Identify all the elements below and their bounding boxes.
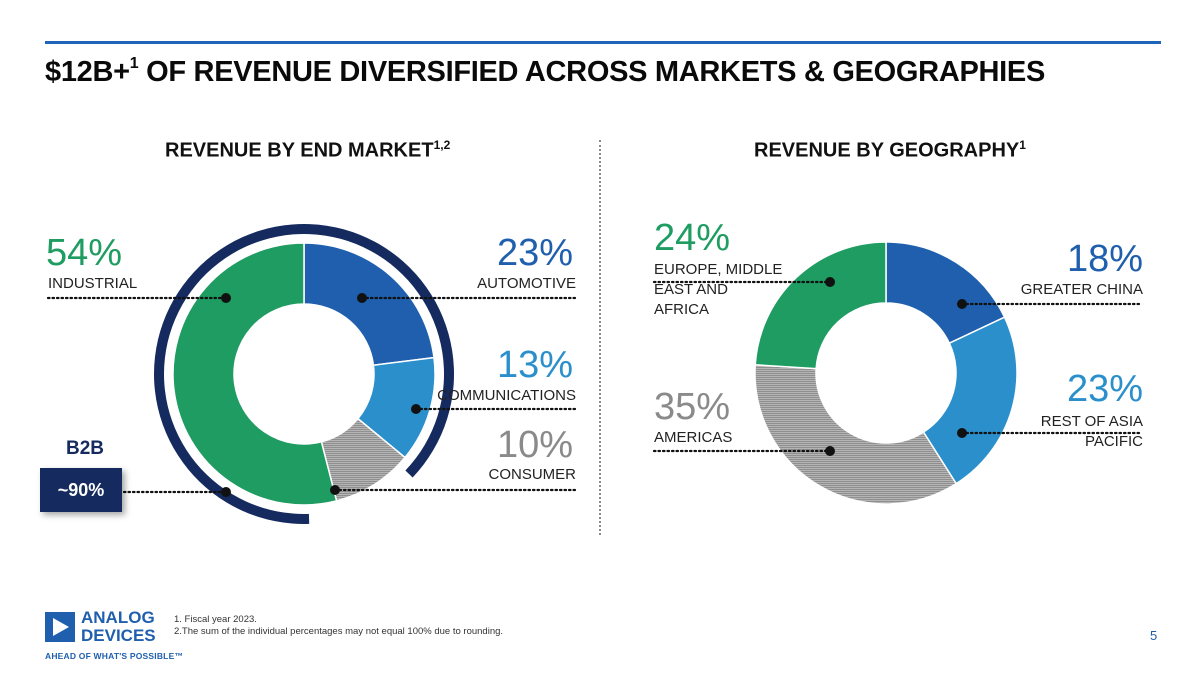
dot-b2b: [221, 487, 231, 497]
dot-consumer: [330, 485, 340, 495]
title-footnote-ref: 1: [129, 55, 139, 73]
title-text: OF REVENUE DIVERSIFIED ACROSS MARKETS & …: [138, 56, 1045, 88]
dot-communications: [411, 404, 421, 414]
greater-china-label: GREATER CHINA: [1020, 281, 1143, 298]
rest-of-asia-label: REST OF ASIA PACIFIC: [1040, 413, 1143, 450]
end-market-title-sup: 1,2: [433, 138, 451, 152]
leader-lines: [46, 280, 1144, 494]
emea-label: EUROPE, MIDDLE EAST AND AFRICA: [654, 261, 783, 318]
footnote-2: 2.The sum of the individual percentages …: [174, 626, 504, 637]
end-market-title-text: REVENUE BY END MARKET: [165, 139, 434, 162]
slice-industrial: [172, 242, 338, 506]
dot-americas: [825, 446, 835, 456]
consumer-pct: 10%: [496, 424, 573, 466]
logo-wordmark: ANALOG DEVICES: [81, 609, 156, 645]
footnotes: 1. Fiscal year 2023. 2.The sum of the in…: [174, 614, 503, 638]
title-amount: $12B+: [45, 56, 130, 88]
slice-europe-middle-east-and-africa: [754, 241, 887, 370]
logo-line-2: DEVICES: [81, 626, 156, 645]
end-market-donut: [172, 242, 436, 506]
play-triangle-icon: [53, 618, 69, 636]
logo-mark: [45, 612, 75, 642]
geography-title-sup: 1: [1019, 138, 1026, 152]
dot-emea: [825, 277, 835, 287]
communications-label: COMMUNICATIONS: [437, 387, 576, 404]
leader-dots: [221, 277, 967, 497]
dot-rest-of-asia: [957, 428, 967, 438]
dot-automotive: [357, 293, 367, 303]
logo-tagline: AHEAD OF WHAT'S POSSIBLE™: [45, 651, 184, 661]
americas-label: AMERICAS: [654, 429, 733, 446]
slice-rest-of-asia-pacific: [922, 316, 1018, 485]
dot-industrial: [221, 293, 231, 303]
top-rule: [45, 41, 1161, 44]
geography-donut: [754, 241, 1018, 505]
slide-title: $12B+1 OF REVENUE DIVERSIFIED ACROSS MAR…: [45, 55, 1045, 89]
column-divider: [599, 140, 601, 535]
industrial-label: INDUSTRIAL: [48, 275, 138, 292]
automotive-label: AUTOMOTIVE: [477, 275, 576, 292]
greater-china-pct: 18%: [1066, 238, 1143, 280]
page-number: 5: [1150, 628, 1158, 643]
americas-pct: 35%: [654, 386, 731, 428]
communications-pct: 13%: [496, 344, 573, 386]
consumer-label: CONSUMER: [488, 466, 576, 483]
emea-pct: 24%: [654, 217, 731, 259]
slice-automotive: [303, 242, 435, 367]
geography-chart-title: REVENUE BY GEOGRAPHY1: [754, 138, 1026, 163]
footnote-1: 1. Fiscal year 2023.: [174, 614, 257, 625]
b2b-share-badge: ~90%: [40, 468, 122, 512]
industrial-pct: 54%: [46, 232, 123, 274]
slice-americas: [754, 363, 958, 505]
end-market-chart-title: REVENUE BY END MARKET1,2: [165, 138, 450, 163]
dot-greater-china: [957, 299, 967, 309]
logo-line-1: ANALOG: [81, 608, 155, 627]
geography-title-text: REVENUE BY GEOGRAPHY: [754, 139, 1020, 162]
b2b-label: B2B: [66, 438, 105, 459]
rest-of-asia-pct: 23%: [1066, 368, 1143, 410]
automotive-pct: 23%: [496, 232, 573, 274]
